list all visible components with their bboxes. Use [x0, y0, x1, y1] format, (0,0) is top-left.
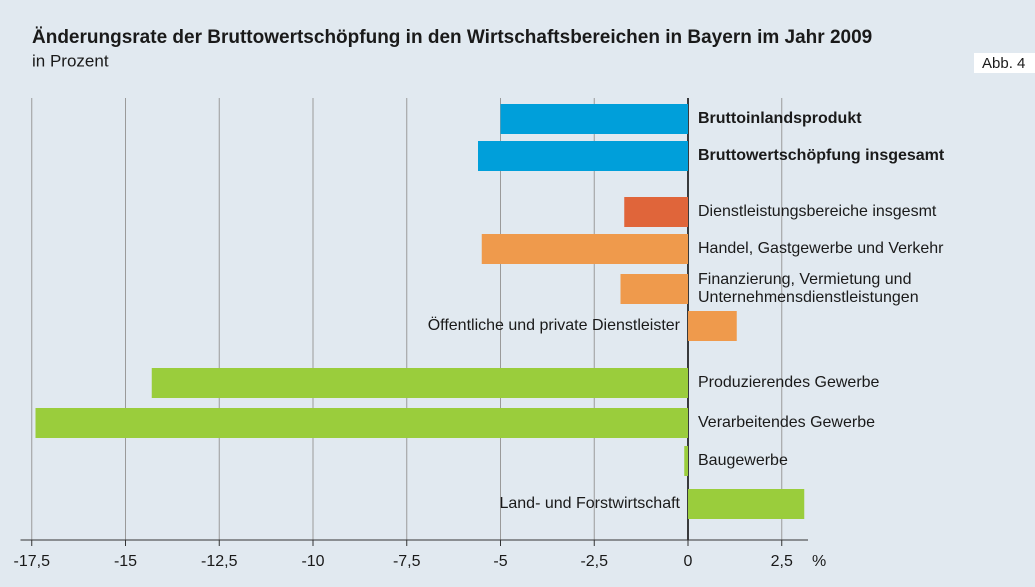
bar	[688, 489, 805, 519]
bar	[151, 368, 688, 398]
chart-title: Änderungsrate der Bruttowertschöpfung in…	[32, 27, 872, 48]
bar	[620, 274, 688, 304]
x-tick-label: 0	[684, 553, 693, 570]
category-label: Bruttoinlandsprodukt	[698, 110, 862, 127]
x-tick-label: -5	[493, 553, 507, 570]
bar	[481, 234, 688, 264]
x-tick-label: -2,5	[580, 553, 608, 570]
x-unit: %	[812, 553, 826, 570]
chart-subtitle: in Prozent	[32, 51, 109, 70]
category-label: Baugewerbe	[698, 452, 788, 469]
figure-label: Abb. 4	[982, 55, 1025, 72]
x-tick-label: 2,5	[771, 553, 793, 570]
category-label: Dienstleistungsbereiche insgesmt	[698, 203, 937, 220]
bar	[684, 446, 688, 476]
category-label: Verarbeitendes Gewerbe	[698, 414, 875, 431]
figure-label-box	[974, 53, 1035, 73]
x-tick-label: -17,5	[14, 553, 51, 570]
bar	[478, 141, 688, 171]
x-tick-label: -15	[114, 553, 137, 570]
x-tick-label: -10	[301, 553, 324, 570]
bar	[688, 311, 737, 341]
category-label: Produzierendes Gewerbe	[698, 374, 880, 391]
bar	[35, 408, 688, 438]
bar	[500, 104, 688, 134]
x-tick-label: -7,5	[393, 553, 421, 570]
category-label: Land- und Forstwirtschaft	[499, 495, 680, 512]
category-label: Finanzierung, Vermietung und Unternehmen…	[698, 271, 919, 306]
bar	[624, 197, 688, 227]
category-label: Handel, Gastgewerbe und Verkehr	[698, 240, 944, 257]
category-label: Öffentliche und private Dienstleister	[427, 317, 680, 334]
category-label: Bruttowertschöpfung insgesamt	[698, 147, 945, 164]
x-tick-label: -12,5	[201, 553, 238, 570]
